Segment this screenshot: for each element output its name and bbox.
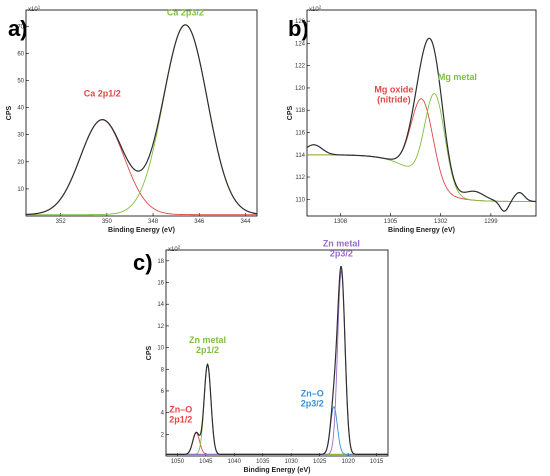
x-tick-label: 1302	[434, 219, 448, 225]
y-tick-label: 10	[17, 187, 24, 193]
peak-annotation: Zn metal 2p3/2	[323, 239, 360, 259]
y-tick-label: 70	[17, 24, 24, 30]
y-tick-label: 60	[17, 51, 24, 57]
y-axis-label: CPS	[6, 105, 13, 120]
x-tick-label: 1050	[171, 459, 185, 465]
plot-area	[307, 37, 536, 212]
panel-b: 1308 1305 1302 1299 110 112 114 116 118 120 122 124…	[287, 5, 537, 234]
peak-annotation: Zn–O 2p1/2	[169, 405, 192, 425]
y-tick-label: 40	[17, 106, 24, 112]
panel-a: 352 350 348 346 344 10 20 30 40 50 60 70 Binding Ene…	[6, 5, 258, 234]
x-axis-label: Binding Energy (eV)	[388, 227, 455, 234]
x-tick-label: 344	[240, 219, 251, 225]
panel-label-c: c)	[133, 250, 153, 275]
plot-frame	[25, 9, 258, 217]
x-tick-label: 348	[148, 219, 159, 225]
x-tick-label: 1040	[228, 459, 242, 465]
y-tick-label: 8	[161, 367, 165, 373]
x-tick-label: 1305	[384, 219, 398, 225]
y-tick-label: 30	[17, 133, 24, 139]
y-tick-label: 122	[295, 64, 306, 70]
peak-annotation: Ca 2p3/2	[167, 7, 204, 17]
x-axis-label: Binding Energy (eV)	[108, 227, 175, 234]
peak-annotation: Mg oxide (nitride)	[374, 84, 413, 104]
peak-annotation: Zn metal 2p1/2	[189, 335, 226, 355]
panel-label-b: b)	[288, 16, 309, 41]
y-axis-label: CPS	[287, 105, 294, 120]
y-tick-label: 116	[295, 130, 305, 136]
peak-annotation: Zn–O 2p3/2	[301, 388, 324, 408]
y-tick-label: 20	[17, 160, 24, 166]
envelope-curve	[26, 24, 257, 216]
y-tick-label: 110	[295, 197, 305, 203]
y-tick-label: 126	[295, 19, 306, 25]
y-tick-label: 118	[295, 108, 305, 114]
panel-label-a: a)	[8, 16, 28, 41]
y-tick-label: 114	[295, 153, 305, 159]
x-tick-label: 1035	[256, 459, 270, 465]
y-tick-label: 124	[295, 41, 306, 47]
y-tick-label: 10	[157, 346, 164, 352]
y-multiplier: x102	[168, 245, 181, 254]
y-tick-label: 50	[17, 78, 24, 84]
x-tick-label: 346	[194, 219, 205, 225]
y-tick-label: 12	[157, 324, 164, 330]
y-tick-label: 18	[157, 259, 164, 265]
y-tick-label: 16	[157, 281, 164, 287]
y-multiplier: x101	[28, 5, 41, 14]
y-tick-label: 4	[161, 411, 165, 417]
x-tick-label: 1020	[341, 459, 355, 465]
plot-area	[166, 265, 388, 455]
y-tick-label: 120	[295, 86, 306, 92]
x-axis-label: Binding Energy (eV)	[244, 467, 311, 474]
x-tick-label: 1025	[313, 459, 327, 465]
panel-c: 1050 1045 1040 1035 1030 1025 1020 1015 2 4 6 8 10 12…	[146, 239, 389, 474]
peak-annotation: Mg metal	[438, 72, 477, 82]
envelope-curve	[307, 37, 536, 212]
x-tick-label: 1030	[285, 459, 299, 465]
peak-annotation: Ca 2p1/2	[84, 89, 121, 99]
x-tick-label: 352	[56, 219, 67, 225]
y-tick-label: 2	[161, 432, 165, 438]
y-axis-label: CPS	[146, 345, 153, 360]
y-multiplier: x102	[309, 5, 322, 14]
y-tick-label: 6	[161, 389, 165, 395]
y-tick-label: 112	[295, 175, 305, 181]
x-tick-label: 1045	[199, 459, 213, 465]
y-tick-label: 14	[157, 302, 164, 308]
plot-area	[26, 24, 257, 216]
plot-frame	[306, 9, 537, 217]
envelope-curve	[166, 265, 388, 455]
x-tick-label: 1299	[484, 219, 498, 225]
x-tick-label: 350	[102, 219, 113, 225]
x-tick-label: 1308	[334, 219, 348, 225]
x-tick-label: 1015	[370, 459, 384, 465]
